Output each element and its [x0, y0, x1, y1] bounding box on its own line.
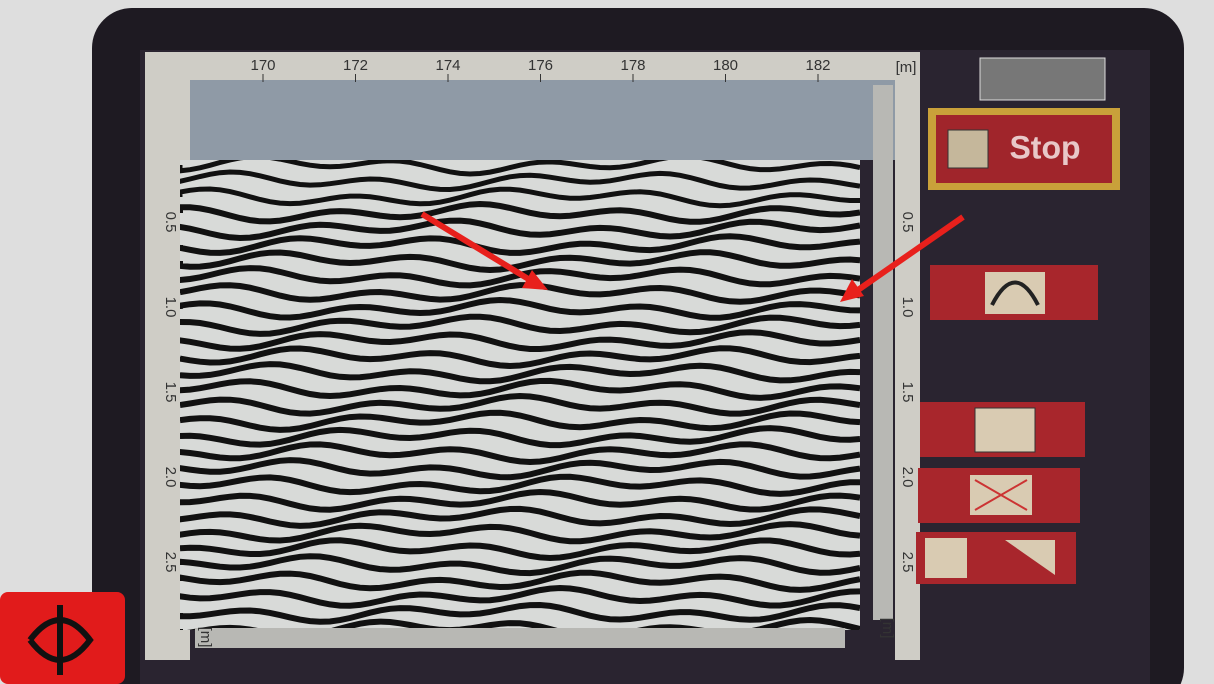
top-tick-label: 170: [250, 57, 275, 74]
screen-photo: [m] [m] [m] Stop 170 172 174 176 178 180 182 0.…: [0, 0, 1214, 684]
stop-icon: [948, 130, 988, 168]
top-unit: [m]: [896, 59, 917, 76]
hyperbola-icon: [985, 272, 1045, 314]
stop-label[interactable]: Stop: [1009, 129, 1080, 165]
status-indicator: [980, 58, 1105, 100]
zoom-icon: [975, 408, 1035, 452]
top-tick-label: 176: [528, 57, 553, 74]
depth-tick-label: 2.5: [899, 552, 916, 573]
depth-tick-label: 1.5: [899, 382, 916, 403]
depth-tick-label: 2.0: [899, 467, 916, 488]
h-scrollbar[interactable]: [195, 628, 845, 648]
top-tick-label: 180: [713, 57, 738, 74]
radargram-top: [190, 80, 895, 160]
depth-tick-label: 1.0: [162, 297, 179, 318]
contrast-icon: [925, 538, 967, 578]
top-tick-label: 182: [805, 57, 830, 74]
top-tick-label: 178: [620, 57, 645, 74]
depth-tick-label: 0.5: [162, 212, 179, 233]
left-unit: [m]: [197, 627, 214, 648]
v-scrollbar[interactable]: [873, 85, 893, 620]
depth-tick-label: 2.0: [162, 467, 179, 488]
depth-tick-label: 2.5: [162, 552, 179, 573]
top-tick-label: 172: [343, 57, 368, 74]
page: [m] [m] [m] Stop 170 172 174 176 178 180 182 0.…: [0, 0, 1214, 684]
depth-tick-label: 0.5: [899, 212, 916, 233]
top-tick-label: 174: [435, 57, 460, 74]
depth-tick-label: 1.0: [899, 297, 916, 318]
depth-tick-label: 1.5: [162, 382, 179, 403]
right-unit: [m]: [879, 618, 896, 639]
